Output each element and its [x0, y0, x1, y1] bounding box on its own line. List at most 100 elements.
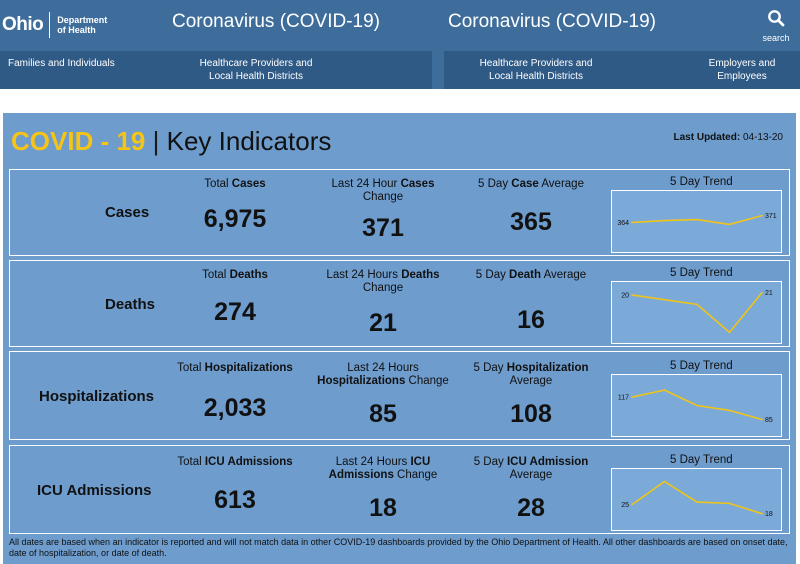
total-caption: Total Hospitalizations [177, 362, 293, 374]
nav-item-label: Healthcare Providers and [199, 58, 313, 69]
footnote: All dates are based when an indicator is… [9, 537, 788, 558]
nav-item-healthcare-providers[interactable]: Healthcare Providers and Local Health Di… [200, 57, 313, 83]
change-caption: Last 24 Hours ICU Admissions Change [328, 456, 438, 481]
trend-point [663, 298, 666, 301]
last-updated: Last Updated: 04-13-20 [674, 132, 783, 143]
average-caption: 5 Day Death Average [475, 269, 587, 281]
change-value: 371 [362, 214, 404, 242]
title-separator: | [152, 126, 160, 156]
nav-item-label-line2: Employees [717, 71, 767, 82]
search-label: search [762, 33, 790, 43]
nav-item-label: Healthcare Providers and [479, 58, 593, 69]
trend-point [728, 502, 731, 505]
indicator-row-hospitalizations: Hospitalizations Total Hospitalizations … [9, 351, 790, 440]
total-caption: Total ICU Admissions [177, 456, 293, 468]
row-label: Hospitalizations [39, 388, 155, 405]
total-value: 2,033 [203, 394, 267, 422]
trend-title: 5 Day Trend [670, 454, 733, 466]
site-header: Ohio Department of Health Coronavirus (C… [0, 0, 800, 51]
trend-chart: 20 21 [611, 281, 782, 344]
trend-line [631, 292, 763, 334]
trend-line [631, 480, 763, 515]
trend-end-label: 85 [765, 417, 773, 424]
nav-item-label: Employers and [708, 58, 776, 69]
title-covid: COVID - 19 [11, 126, 146, 156]
indicator-row-deaths: Deaths Total Deaths 274 Last 24 Hours De… [9, 260, 790, 347]
trend-point [663, 219, 666, 222]
nav-seam [432, 51, 444, 89]
indicator-row-cases: Cases Total Cases 6,975 Last 24 Hour Cas… [9, 169, 790, 256]
trend-point [696, 303, 698, 306]
nav-item-label-line2: Local Health Districts [209, 71, 303, 82]
trend-end-label: 371 [765, 213, 777, 220]
indicator-row-icu-admissions: ICU Admissions Total ICU Admissions 613 … [9, 445, 790, 534]
average-value: 16 [517, 306, 545, 334]
change-value: 21 [369, 309, 397, 337]
last-updated-label: Last Updated: [673, 132, 741, 143]
panel-title: COVID - 19 | Key Indicators [11, 126, 331, 157]
site-title-duplicate[interactable]: Coronavirus (COVID-19) [448, 11, 656, 32]
trend-point [631, 294, 633, 296]
logo-dept-line1: Department [57, 15, 108, 25]
average-value: 365 [510, 208, 552, 236]
search-button[interactable]: search [761, 9, 791, 43]
nav-item-employers[interactable]: Employers and Employees [709, 57, 776, 83]
average-caption: 5 Day Case Average [478, 178, 584, 190]
change-caption: Last 24 Hours Hospitalizations Change [317, 362, 449, 387]
trend-title: 5 Day Trend [670, 176, 733, 188]
trend-end-label: 21 [765, 290, 773, 297]
total-caption: Total Deaths [202, 269, 268, 281]
trend-point [761, 418, 763, 421]
total-value: 274 [214, 298, 256, 326]
nav-item-label: Families and Individuals [8, 58, 115, 69]
row-label: ICU Admissions [37, 482, 152, 499]
change-value: 85 [369, 400, 397, 428]
key-indicators-panel: COVID - 19 | Key Indicators Last Updated… [3, 113, 796, 564]
title-key-indicators: Key Indicators [166, 126, 332, 156]
total-value: 613 [214, 486, 256, 514]
trend-point [631, 221, 633, 224]
trend-end-label: 18 [765, 511, 773, 518]
search-icon [768, 10, 785, 27]
ohio-doh-logo[interactable]: Ohio Department of Health [2, 12, 107, 38]
trend-point [696, 501, 698, 503]
trend-chart: 117 85 [611, 374, 782, 437]
total-caption: Total Cases [204, 178, 266, 190]
average-caption: 5 Day Hospitalization Average [473, 362, 589, 387]
trend-title: 5 Day Trend [670, 267, 733, 279]
trend-point [761, 512, 763, 515]
change-caption: Last 24 Hour Cases Change [331, 178, 435, 203]
trend-point [761, 291, 763, 294]
logo-divider [49, 12, 51, 38]
trend-point [728, 331, 731, 334]
logo-ohio-text: Ohio [2, 14, 44, 35]
average-value: 28 [517, 494, 545, 522]
trend-point [631, 503, 633, 506]
total-value: 6,975 [203, 205, 267, 233]
nav-item-families[interactable]: Families and Individuals [8, 57, 115, 70]
nav-item-label-line2: Local Health Districts [489, 71, 583, 82]
change-caption: Last 24 Hours Deaths Change [326, 269, 440, 294]
trend-point [696, 218, 698, 221]
last-updated-value: 04-13-20 [742, 132, 783, 143]
main-nav: Families and Individuals Healthcare Prov… [0, 51, 800, 89]
trend-start-label: 25 [621, 502, 629, 509]
trend-title: 5 Day Trend [670, 360, 733, 372]
trend-point [631, 396, 633, 398]
trend-point [761, 214, 763, 217]
trend-point [696, 404, 698, 407]
average-caption: 5 Day ICU Admission Average [473, 456, 589, 481]
site-title[interactable]: Coronavirus (COVID-19) [172, 11, 380, 32]
trend-start-label: 364 [617, 220, 629, 227]
trend-chart: 364 371 [611, 190, 782, 253]
logo-dept-line2: of Health [57, 25, 96, 35]
trend-point [663, 480, 666, 483]
average-value: 108 [510, 400, 552, 428]
change-value: 18 [369, 494, 397, 522]
trend-point [728, 223, 731, 226]
logo-department-text: Department of Health [57, 15, 107, 35]
row-label: Cases [105, 204, 150, 221]
nav-item-healthcare-providers-duplicate[interactable]: Healthcare Providers and Local Health Di… [480, 57, 593, 83]
trend-point [728, 409, 731, 412]
trend-start-label: 117 [618, 395, 629, 402]
